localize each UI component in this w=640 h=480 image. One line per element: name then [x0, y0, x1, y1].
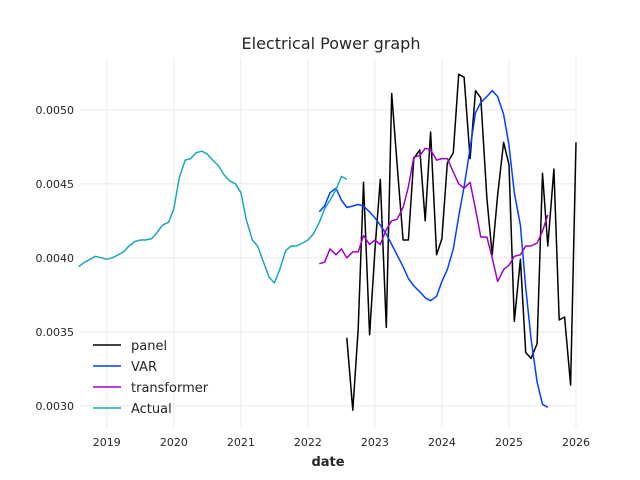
x-tick-label: 2022: [294, 436, 322, 449]
x-axis: 2019 2020 2021 2022 2023 2024 2025 2026: [93, 436, 590, 449]
x-tick-label: 2019: [93, 436, 121, 449]
x-tick-label: 2025: [495, 436, 523, 449]
series-line-var: [318, 89, 549, 408]
x-tick-label: 2026: [562, 436, 590, 449]
series-layer: [78, 73, 577, 411]
y-axis: 0.0030 0.0035 0.0040 0.0045 0.0050: [36, 104, 75, 413]
y-tick-label: 0.0035: [36, 326, 75, 339]
series-line-transformer: [319, 147, 549, 283]
x-tick-label: 2023: [361, 436, 389, 449]
x-axis-label: date: [311, 455, 344, 470]
series-line-actual: [78, 150, 348, 284]
legend-label-panel: panel: [131, 339, 167, 354]
y-tick-label: 0.0050: [36, 104, 75, 117]
legend-label-transformer: transformer: [131, 381, 209, 396]
chart-title: Electrical Power graph: [242, 34, 421, 53]
x-tick-label: 2024: [428, 436, 456, 449]
series-line-panel: [346, 73, 577, 411]
legend-label-var: VAR: [131, 360, 157, 375]
gridlines: [80, 58, 577, 428]
y-tick-label: 0.0030: [36, 400, 75, 413]
legend-label-actual: Actual: [131, 402, 172, 417]
y-tick-label: 0.0045: [36, 178, 75, 191]
x-tick-label: 2020: [160, 436, 188, 449]
legend: panel VAR transformer Actual: [93, 339, 209, 417]
x-tick-label: 2021: [227, 436, 255, 449]
y-tick-label: 0.0040: [36, 252, 75, 265]
